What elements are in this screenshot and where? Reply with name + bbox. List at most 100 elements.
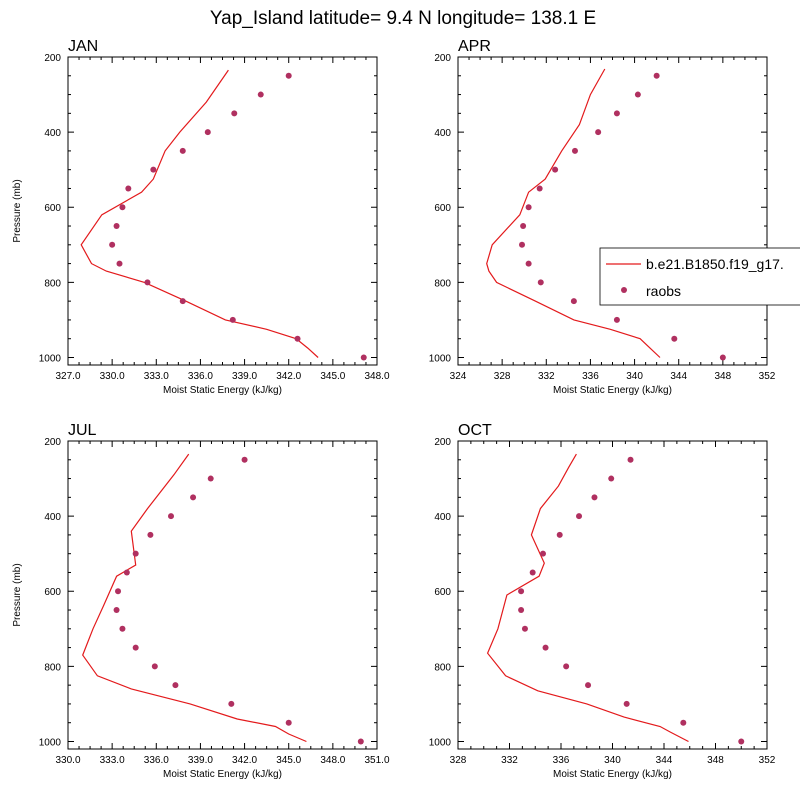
y-tick-label: 800	[44, 662, 61, 673]
legend-box	[599, 247, 800, 306]
raobs-point	[207, 475, 214, 482]
y-tick-label: 1000	[429, 353, 452, 364]
raobs-point	[525, 260, 532, 267]
raobs-point	[123, 569, 130, 576]
raobs-point	[179, 147, 186, 154]
raobs-point	[147, 531, 154, 538]
raobs-point	[671, 335, 678, 342]
raobs-point	[576, 513, 583, 520]
raobs-point	[571, 147, 578, 154]
y-tick-label: 1000	[429, 737, 452, 748]
x-tick-label: 339.0	[188, 755, 213, 766]
x-axis-label: Moist Static Energy (kJ/kg)	[163, 769, 282, 780]
raobs-point	[570, 298, 577, 305]
x-tick-label: 332	[501, 755, 518, 766]
raobs-point	[595, 129, 602, 136]
raobs-point	[144, 279, 151, 286]
y-tick-label: 600	[44, 587, 61, 598]
raobs-point	[241, 456, 248, 463]
x-tick-label: 339.0	[232, 371, 257, 382]
raobs-point	[627, 456, 634, 463]
x-tick-label: 348.0	[320, 755, 345, 766]
x-tick-label: 330.0	[100, 371, 125, 382]
raobs-point	[204, 129, 211, 136]
x-tick-label: 348.0	[364, 371, 389, 382]
x-tick-label: 344	[670, 371, 687, 382]
x-tick-label: 344	[656, 755, 673, 766]
raobs-point	[552, 166, 559, 173]
raobs-point	[563, 663, 570, 670]
x-tick-label: 333.0	[100, 755, 125, 766]
figure-title: Yap_Island latitude= 9.4 N longitude= 13…	[210, 8, 596, 29]
y-tick-label: 400	[434, 512, 451, 523]
raobs-point	[285, 72, 292, 79]
x-axis-label: Moist Static Energy (kJ/kg)	[553, 385, 672, 396]
x-axis-label: Moist Static Energy (kJ/kg)	[553, 769, 672, 780]
x-tick-label: 352	[759, 371, 776, 382]
raobs-point	[132, 550, 139, 557]
raobs-point	[229, 316, 236, 323]
y-tick-label: 800	[44, 278, 61, 289]
model-line	[82, 453, 307, 743]
raobs-point	[179, 298, 186, 305]
panel-apr: APR 324 328 332 336 340 344 348 352 200 400 600 800 1…	[429, 38, 776, 396]
model-line	[80, 69, 319, 358]
raobs-point	[653, 72, 660, 79]
raobs-point	[115, 588, 122, 595]
y-tick-label: 600	[434, 203, 451, 214]
raobs-point	[613, 316, 620, 323]
y-tick-label: 200	[44, 53, 61, 64]
x-tick-label: 345.0	[276, 755, 301, 766]
x-tick-label: 336	[553, 755, 570, 766]
raobs-point	[113, 223, 120, 230]
panel-title: JUL	[68, 422, 97, 439]
raobs-point	[172, 682, 179, 689]
panel-oct: OCT 328 332 336 340 344 348 352 200 400 600 800 1000…	[429, 422, 776, 780]
y-tick-label: 1000	[39, 353, 62, 364]
y-tick-label: 400	[44, 128, 61, 139]
raobs-point	[119, 204, 126, 211]
y-tick-label: 400	[44, 512, 61, 523]
x-tick-label: 336.0	[144, 755, 169, 766]
model-line	[486, 453, 689, 743]
x-tick-label: 342.0	[232, 755, 257, 766]
raobs-point	[525, 204, 532, 211]
panel-jul: JUL 330.0 333.0 336.0 339.0 342.0 345.0 348.0 35…	[12, 422, 390, 780]
raobs-point	[109, 241, 116, 248]
raobs-point	[294, 335, 301, 342]
y-axis-label: Pressure (mb)	[12, 179, 23, 242]
y-tick-label: 400	[434, 128, 451, 139]
legend-dot-swatch	[621, 287, 627, 293]
x-tick-label: 348	[707, 755, 724, 766]
legend-obs-label: raobs	[646, 283, 681, 299]
x-tick-label: 328	[494, 371, 511, 382]
raobs-point	[228, 700, 235, 707]
raobs-point	[680, 719, 687, 726]
y-axis-label: Pressure (mb)	[12, 563, 23, 626]
x-tick-label: 348	[715, 371, 732, 382]
raobs-point	[623, 700, 630, 707]
raobs-point	[357, 738, 364, 745]
raobs-point	[542, 644, 549, 651]
raobs-point	[151, 663, 158, 670]
raobs-point	[634, 91, 641, 98]
raobs-point	[285, 719, 292, 726]
raobs-point	[585, 682, 592, 689]
x-tick-label: 328	[450, 755, 467, 766]
raobs-point	[519, 241, 526, 248]
x-tick-label: 336	[582, 371, 599, 382]
raobs-point	[132, 644, 139, 651]
raobs-point	[190, 494, 197, 501]
x-tick-label: 345.0	[320, 371, 345, 382]
raobs-point	[608, 475, 615, 482]
raobs-point	[518, 607, 525, 614]
x-tick-label: 340	[604, 755, 621, 766]
model-line	[486, 68, 661, 358]
raobs-point	[738, 738, 745, 745]
raobs-point	[521, 625, 528, 632]
raobs-point	[518, 588, 525, 595]
raobs-point	[168, 513, 174, 520]
raobs-point	[539, 550, 546, 557]
y-tick-label: 800	[434, 278, 451, 289]
